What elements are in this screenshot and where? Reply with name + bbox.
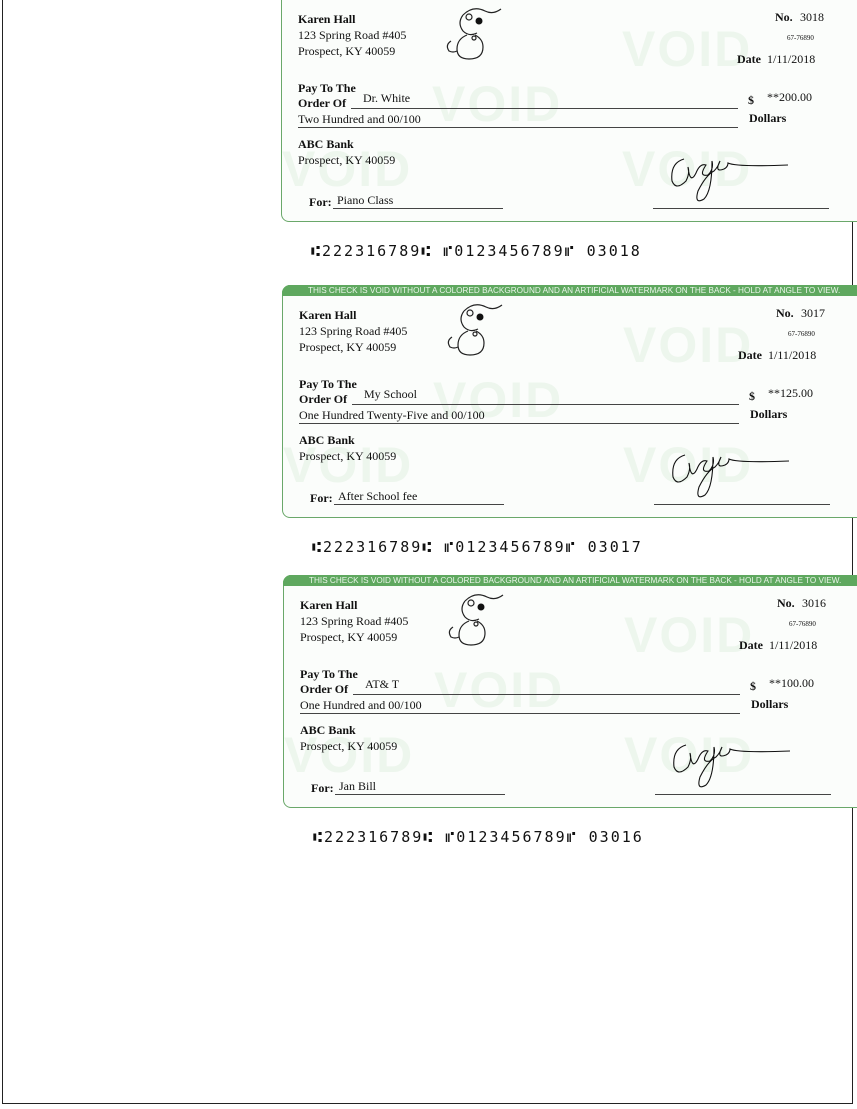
amount-words: One Hundred Twenty-Five and 00/100 xyxy=(299,408,485,422)
signature-line xyxy=(653,208,829,209)
bank-name: ABC Bank xyxy=(298,137,354,151)
micr-line: ⑆222316789⑆ ⑈0123456789⑈ 03016 xyxy=(313,828,644,846)
dollars-label: Dollars xyxy=(751,697,789,711)
memo: Piano Class xyxy=(337,193,394,207)
memo: After School fee xyxy=(338,489,418,503)
amount-words: Two Hundred and 00/100 xyxy=(298,112,421,126)
signature xyxy=(672,454,790,498)
check-number: 3018 xyxy=(800,10,824,24)
amount-words: One Hundred and 00/100 xyxy=(300,698,422,712)
void-watermark: VOID xyxy=(624,607,755,663)
payer-address: 123 Spring Road #405 xyxy=(299,324,408,338)
payer-name: Karen Hall xyxy=(299,308,357,322)
payer-name: Karen Hall xyxy=(298,12,356,26)
bank-address: Prospect, KY 40059 xyxy=(300,739,398,753)
dog-logo-icon xyxy=(448,594,504,646)
payee: Dr. White xyxy=(363,91,411,105)
void-banner: THIS CHECK IS VOID WITHOUT A COLORED BAC… xyxy=(282,285,857,296)
void-watermark: VOID xyxy=(282,141,413,197)
payee-line xyxy=(352,404,739,405)
check-number: 3017 xyxy=(801,306,825,320)
dollars-label: Dollars xyxy=(749,111,787,125)
memo: Jan Bill xyxy=(339,779,377,793)
memo-label: For: xyxy=(310,491,333,505)
dog-logo-icon xyxy=(446,8,502,60)
void-watermark: VOID xyxy=(622,141,753,197)
order-of-label: Order Of xyxy=(298,96,347,110)
amount: **125.00 xyxy=(768,386,813,400)
check-number-label: No. xyxy=(776,306,794,320)
payee-line xyxy=(353,694,740,695)
dollar-sign: $ xyxy=(750,679,756,693)
routing-fraction: 67-76890 xyxy=(787,34,814,42)
void-banner: THIS CHECK IS VOID WITHOUT A COLORED BAC… xyxy=(283,575,857,586)
memo-line xyxy=(334,504,504,505)
dollar-sign: $ xyxy=(748,93,754,107)
bank-name: ABC Bank xyxy=(300,723,356,737)
date-label: Date xyxy=(738,348,762,362)
pay-to-label: Pay To The xyxy=(299,377,357,391)
routing-fraction: 67-76890 xyxy=(788,330,815,338)
micr-line: ⑆222316789⑆ ⑈0123456789⑈ 03018 xyxy=(311,242,642,260)
check: VOID VOID VOID VOID THIS CHECK IS VOID W… xyxy=(283,575,857,846)
signature-line xyxy=(654,504,830,505)
check-date: 1/11/2018 xyxy=(768,348,817,362)
signature-line xyxy=(655,794,831,795)
void-watermark: VOID xyxy=(622,21,753,77)
payee-line xyxy=(351,108,738,109)
pay-to-label: Pay To The xyxy=(298,81,356,95)
payer-address: 123 Spring Road #405 xyxy=(298,28,407,42)
payer-city: Prospect, KY 40059 xyxy=(300,630,398,644)
check-body: VOID VOID VOID VOID xyxy=(281,0,857,222)
signature xyxy=(673,744,791,788)
check: VOID VOID VOID VOID THIS CHECK IS VOID W… xyxy=(282,285,857,556)
signature xyxy=(671,158,789,202)
check-date: 1/11/2018 xyxy=(769,638,818,652)
bank-address: Prospect, KY 40059 xyxy=(299,449,397,463)
void-watermark: VOID xyxy=(432,76,563,132)
void-watermark: VOID xyxy=(284,727,415,783)
void-watermark: VOID xyxy=(283,437,414,493)
date-label: Date xyxy=(739,638,763,652)
dollars-label: Dollars xyxy=(750,407,788,421)
check-number-label: No. xyxy=(775,10,793,24)
void-watermark: VOID xyxy=(434,662,565,718)
check: VOID VOID VOID VOID THIS CHECK IS VOID W… xyxy=(281,0,857,260)
order-of-label: Order Of xyxy=(300,682,349,696)
dog-logo-icon xyxy=(447,304,503,356)
micr-line: ⑆222316789⑆ ⑈0123456789⑈ 03017 xyxy=(312,538,643,556)
memo-label: For: xyxy=(311,781,334,795)
payee: My School xyxy=(364,387,418,401)
check-number: 3016 xyxy=(802,596,826,610)
payer-city: Prospect, KY 40059 xyxy=(299,340,397,354)
void-watermark: VOID xyxy=(623,317,754,373)
check-date: 1/11/2018 xyxy=(767,52,816,66)
payer-address: 123 Spring Road #405 xyxy=(300,614,409,628)
amount: **100.00 xyxy=(769,676,814,690)
payer-name: Karen Hall xyxy=(300,598,358,612)
amount: **200.00 xyxy=(767,90,812,104)
order-of-label: Order Of xyxy=(299,392,348,406)
void-watermark: VOID xyxy=(433,372,564,428)
amount-words-line xyxy=(298,127,738,128)
bank-address: Prospect, KY 40059 xyxy=(298,153,396,167)
void-watermark: VOID xyxy=(624,727,755,783)
check-number-label: No. xyxy=(777,596,795,610)
dollar-sign: $ xyxy=(749,389,755,403)
memo-line xyxy=(335,794,505,795)
check-body: VOID VOID VOID VOID xyxy=(282,285,857,518)
date-label: Date xyxy=(737,52,761,66)
void-watermark: VOID xyxy=(623,437,754,493)
payee: AT& T xyxy=(365,677,400,691)
amount-words-line xyxy=(299,423,739,424)
amount-words-line xyxy=(300,713,740,714)
pay-to-label: Pay To The xyxy=(300,667,358,681)
payer-city: Prospect, KY 40059 xyxy=(298,44,396,58)
memo-line xyxy=(333,208,503,209)
bank-name: ABC Bank xyxy=(299,433,355,447)
routing-fraction: 67-76890 xyxy=(789,620,816,628)
memo-label: For: xyxy=(309,195,332,209)
